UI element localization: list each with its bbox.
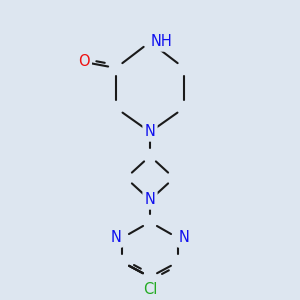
Text: N: N [111, 230, 122, 245]
Text: N: N [145, 124, 155, 140]
Text: NH: NH [151, 34, 173, 50]
Text: O: O [78, 55, 90, 70]
Text: N: N [178, 230, 189, 245]
Text: Cl: Cl [143, 281, 157, 296]
Text: N: N [145, 193, 155, 208]
